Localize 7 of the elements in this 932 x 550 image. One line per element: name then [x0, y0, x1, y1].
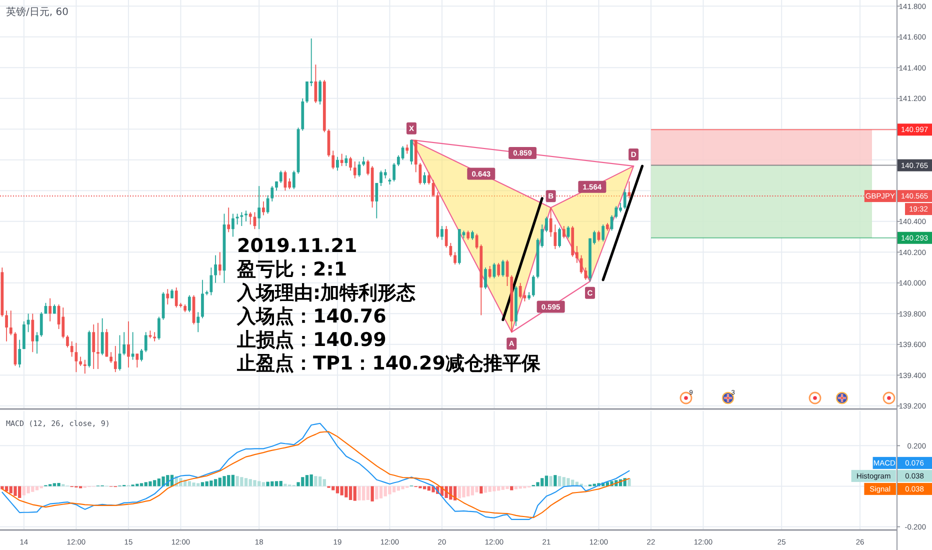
- annotation: 止损点：140.99: [236, 329, 386, 351]
- annotation: 入场理由:加特利形态: [236, 282, 416, 304]
- annotation: 盈亏比：2:1: [236, 258, 348, 280]
- text: 英镑/日元, 60: [6, 6, 68, 18]
- annotation: 止盈点：TP1：140.29减仓推平保: [236, 352, 542, 374]
- annotation: 入场点：140.76: [236, 306, 386, 328]
- annotation: 2019.11.21: [237, 235, 358, 257]
